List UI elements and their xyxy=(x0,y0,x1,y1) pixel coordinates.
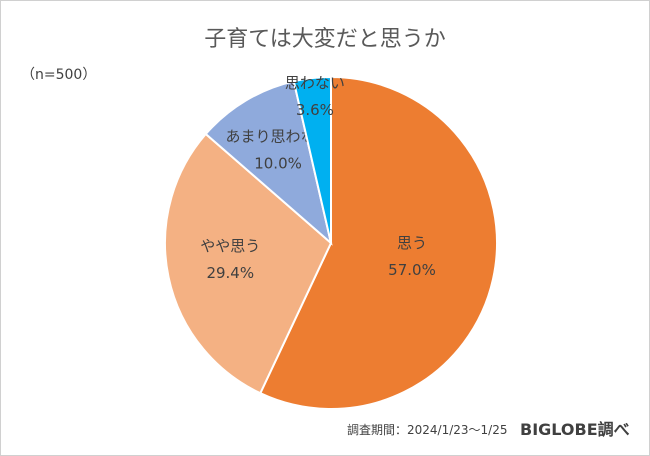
pie-slice xyxy=(292,75,332,244)
brand-credit: BIGLOBE調べ xyxy=(520,420,630,439)
slice-label: あまり思わない xyxy=(226,128,331,146)
pie-slice xyxy=(204,80,333,246)
pie-slice xyxy=(258,75,498,410)
pie-slice xyxy=(164,132,333,395)
slice-label: やや思う xyxy=(200,237,260,255)
slice-value-label: 10.0% xyxy=(254,155,302,173)
slice-value-label: 3.6% xyxy=(296,101,334,119)
survey-period: 調査期間：2024/1/23～1/25 xyxy=(347,423,508,437)
slice-value-label: 57.0% xyxy=(388,261,436,279)
chart-title: 子育ては大変だと思うか xyxy=(204,27,446,52)
slice-value-label: 29.4% xyxy=(206,264,254,282)
sample-size-note: （n=500） xyxy=(21,67,97,83)
slice-label: 思わない xyxy=(285,74,345,92)
slice-label: 思う xyxy=(397,234,427,252)
